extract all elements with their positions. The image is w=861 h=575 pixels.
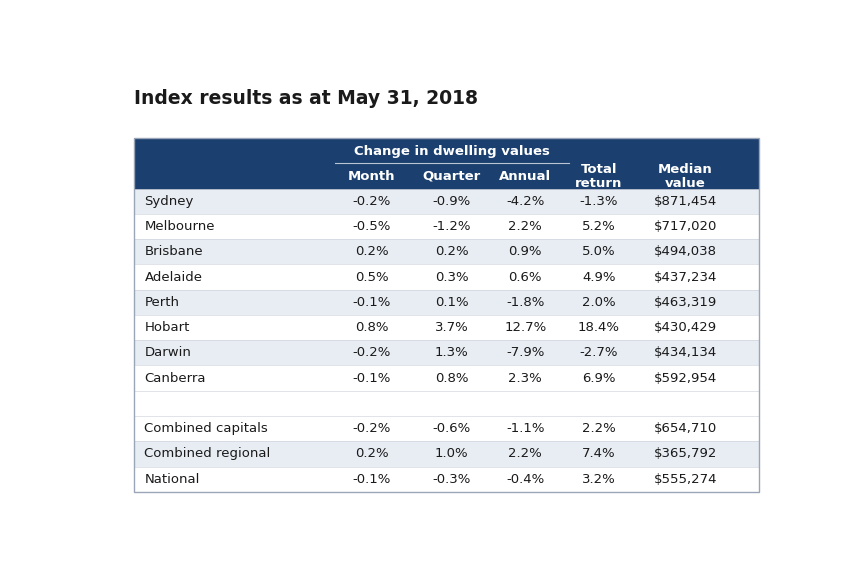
Text: Month: Month xyxy=(348,170,395,183)
Bar xyxy=(134,137,759,492)
Text: -0.3%: -0.3% xyxy=(432,473,470,486)
Text: -2.7%: -2.7% xyxy=(579,346,617,359)
Text: -0.2%: -0.2% xyxy=(352,422,390,435)
Text: 7.4%: 7.4% xyxy=(581,447,615,461)
Text: 2.2%: 2.2% xyxy=(508,220,542,233)
Text: 1.3%: 1.3% xyxy=(435,346,468,359)
Text: 0.9%: 0.9% xyxy=(508,245,542,258)
Text: -0.2%: -0.2% xyxy=(352,195,390,208)
Text: -1.8%: -1.8% xyxy=(505,296,544,309)
Text: -0.5%: -0.5% xyxy=(352,220,390,233)
Text: 0.5%: 0.5% xyxy=(355,270,388,283)
Text: -0.9%: -0.9% xyxy=(432,195,470,208)
Bar xyxy=(134,340,759,366)
Text: -0.1%: -0.1% xyxy=(352,296,390,309)
Text: 18.4%: 18.4% xyxy=(577,321,619,334)
Text: $434,134: $434,134 xyxy=(653,346,716,359)
Text: $430,429: $430,429 xyxy=(653,321,716,334)
Bar xyxy=(134,137,759,189)
Text: -0.6%: -0.6% xyxy=(432,422,470,435)
Bar xyxy=(134,239,759,264)
Text: -0.1%: -0.1% xyxy=(352,473,390,486)
Text: Combined regional: Combined regional xyxy=(145,447,270,461)
Bar xyxy=(134,214,759,239)
Text: Index results as at May 31, 2018: Index results as at May 31, 2018 xyxy=(134,89,478,108)
Text: Hobart: Hobart xyxy=(145,321,189,334)
Text: $654,710: $654,710 xyxy=(653,422,716,435)
Bar xyxy=(134,189,759,214)
Text: -1.2%: -1.2% xyxy=(432,220,470,233)
Text: 0.6%: 0.6% xyxy=(508,270,542,283)
Text: National: National xyxy=(145,473,200,486)
Text: 0.8%: 0.8% xyxy=(355,321,388,334)
Text: 0.2%: 0.2% xyxy=(355,447,388,461)
Text: 2.2%: 2.2% xyxy=(508,447,542,461)
Text: 0.2%: 0.2% xyxy=(355,245,388,258)
Text: $463,319: $463,319 xyxy=(653,296,716,309)
Text: 5.0%: 5.0% xyxy=(581,245,615,258)
Bar xyxy=(134,441,759,466)
Text: -1.3%: -1.3% xyxy=(579,195,617,208)
Bar xyxy=(134,416,759,441)
Text: Brisbane: Brisbane xyxy=(145,245,203,258)
Text: $555,274: $555,274 xyxy=(653,473,716,486)
Text: 0.3%: 0.3% xyxy=(435,270,468,283)
Text: 2.2%: 2.2% xyxy=(581,422,615,435)
Text: Melbourne: Melbourne xyxy=(145,220,214,233)
Text: Combined capitals: Combined capitals xyxy=(145,422,268,435)
Text: -7.9%: -7.9% xyxy=(505,346,544,359)
Text: 0.8%: 0.8% xyxy=(435,371,468,385)
Text: Perth: Perth xyxy=(145,296,179,309)
Text: Canberra: Canberra xyxy=(145,371,206,385)
Text: $365,792: $365,792 xyxy=(653,447,716,461)
Text: $871,454: $871,454 xyxy=(653,195,716,208)
Text: 12.7%: 12.7% xyxy=(504,321,546,334)
Text: -1.1%: -1.1% xyxy=(505,422,544,435)
Text: -0.4%: -0.4% xyxy=(505,473,544,486)
Text: Quarter: Quarter xyxy=(422,170,480,183)
Text: 3.2%: 3.2% xyxy=(581,473,615,486)
Text: -0.1%: -0.1% xyxy=(352,371,390,385)
Text: Sydney: Sydney xyxy=(145,195,194,208)
Text: 2.3%: 2.3% xyxy=(508,371,542,385)
Text: $437,234: $437,234 xyxy=(653,270,716,283)
Text: 6.9%: 6.9% xyxy=(581,371,615,385)
Text: -0.2%: -0.2% xyxy=(352,346,390,359)
Text: $592,954: $592,954 xyxy=(653,371,716,385)
Text: Total
return: Total return xyxy=(574,163,622,190)
Text: 0.2%: 0.2% xyxy=(435,245,468,258)
Bar xyxy=(134,264,759,290)
Text: 1.0%: 1.0% xyxy=(435,447,468,461)
Text: 4.9%: 4.9% xyxy=(581,270,615,283)
Text: $717,020: $717,020 xyxy=(653,220,716,233)
Text: Adelaide: Adelaide xyxy=(145,270,202,283)
Bar xyxy=(134,290,759,315)
Text: -4.2%: -4.2% xyxy=(505,195,544,208)
Text: $494,038: $494,038 xyxy=(653,245,716,258)
Text: Median
value: Median value xyxy=(658,163,712,190)
Text: 5.2%: 5.2% xyxy=(581,220,615,233)
Text: 0.1%: 0.1% xyxy=(435,296,468,309)
Text: 3.7%: 3.7% xyxy=(435,321,468,334)
Text: 2.0%: 2.0% xyxy=(581,296,615,309)
Bar xyxy=(134,315,759,340)
Bar xyxy=(134,391,759,416)
Text: Darwin: Darwin xyxy=(145,346,191,359)
Text: Change in dwelling values: Change in dwelling values xyxy=(354,145,549,158)
Bar xyxy=(134,466,759,492)
Bar xyxy=(134,366,759,391)
Text: Annual: Annual xyxy=(499,170,551,183)
